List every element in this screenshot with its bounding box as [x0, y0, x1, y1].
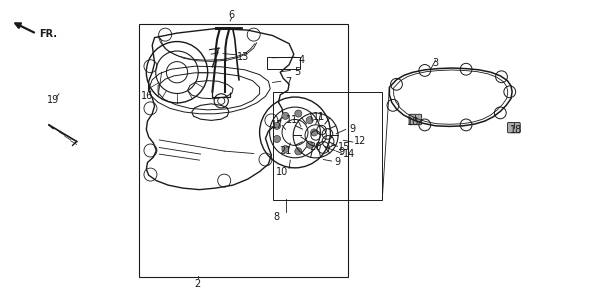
FancyBboxPatch shape: [507, 123, 520, 133]
Text: 11: 11: [313, 112, 325, 123]
Text: 9: 9: [338, 147, 344, 157]
Text: 9: 9: [350, 124, 356, 135]
Circle shape: [295, 148, 302, 155]
Text: 4: 4: [299, 54, 305, 65]
Text: 19: 19: [47, 95, 59, 105]
Text: 2: 2: [195, 278, 201, 289]
Text: 9: 9: [335, 157, 340, 167]
Circle shape: [273, 135, 280, 143]
Bar: [273, 92, 382, 200]
Circle shape: [282, 145, 289, 153]
Text: 14: 14: [343, 149, 355, 159]
Text: 10: 10: [276, 166, 288, 177]
Text: FR.: FR.: [40, 29, 58, 39]
Circle shape: [282, 112, 289, 119]
Circle shape: [306, 116, 313, 124]
Text: 18: 18: [407, 117, 419, 127]
Text: 7: 7: [285, 77, 291, 88]
FancyBboxPatch shape: [409, 114, 422, 125]
Text: 13: 13: [237, 51, 249, 62]
Circle shape: [306, 141, 313, 148]
Text: 17: 17: [271, 120, 283, 130]
Text: 20: 20: [310, 142, 322, 153]
Circle shape: [310, 129, 318, 136]
Text: 6: 6: [229, 10, 235, 20]
Text: 3: 3: [432, 58, 438, 68]
Circle shape: [295, 110, 302, 117]
Bar: [139, 24, 348, 277]
Text: 8: 8: [273, 212, 279, 222]
Text: 12: 12: [354, 136, 366, 147]
Text: 21: 21: [279, 146, 291, 156]
Text: 11: 11: [286, 115, 298, 126]
Text: 18: 18: [510, 125, 522, 135]
Circle shape: [273, 122, 280, 129]
Text: 5: 5: [294, 67, 300, 77]
Text: 16: 16: [142, 91, 153, 101]
Text: 15: 15: [339, 142, 350, 152]
